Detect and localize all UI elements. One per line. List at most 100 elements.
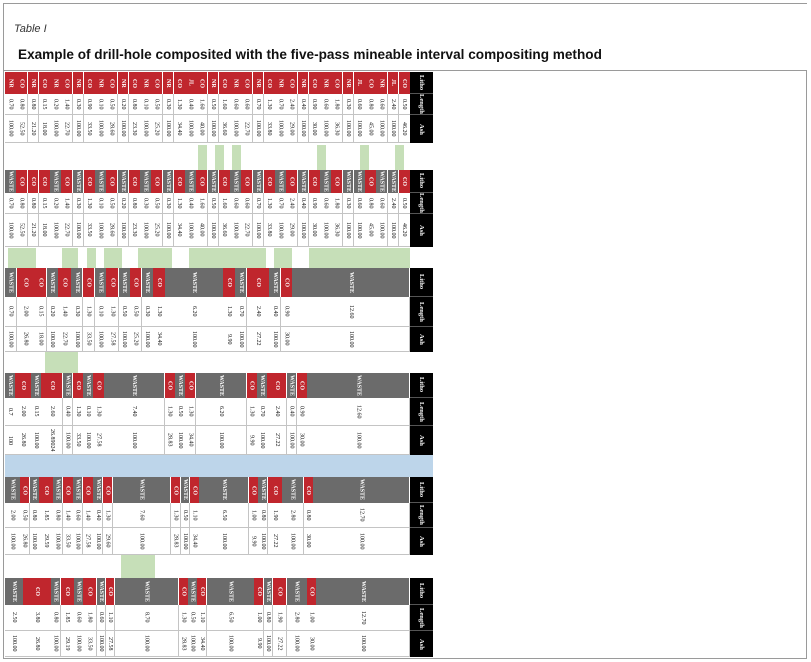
cell-text: WASTE <box>389 170 396 192</box>
litho-cell: WASTE <box>165 268 224 297</box>
cell-text: 0.30 <box>73 306 80 317</box>
ash-cell: 100.00 <box>199 528 250 555</box>
cell-text: 33.50 <box>86 223 93 237</box>
length-cell: 2.40 <box>387 193 400 214</box>
header-label: Length <box>418 301 425 322</box>
ash-cell: 33.50 <box>82 327 96 352</box>
cell-text: 1.40 <box>63 98 70 110</box>
ash-cell: 100.00 <box>112 528 172 555</box>
cell-text: 1.40 <box>84 509 91 521</box>
cell-text: CO <box>85 278 92 287</box>
header-label: Length <box>418 505 425 525</box>
ash-cell: 100.00 <box>230 214 242 247</box>
cell-text: WASTE <box>131 374 138 396</box>
length-cell: 1.30 <box>263 94 276 115</box>
header-ash: Ash <box>410 631 433 657</box>
cell-text: 0.60 <box>75 612 82 623</box>
highlight-gap-5 <box>360 145 369 171</box>
ash-cell: 100.00 <box>31 426 42 455</box>
header-label: Ash <box>418 225 425 236</box>
length-cell: 1.30 <box>72 398 84 426</box>
length-cell: 0.70 <box>5 297 17 327</box>
cell-text: 29.00 <box>288 223 295 237</box>
length-cell: 1.85 <box>39 503 54 528</box>
cell-text: CO <box>276 587 283 596</box>
table-label: Table I <box>14 23 47 35</box>
cell-text: 2.80 <box>293 612 300 623</box>
cell-text: CO <box>63 78 70 88</box>
ash-cell: 100.00 <box>117 115 130 143</box>
ash-cell: 34.40 <box>185 426 197 455</box>
length-cell: 0.10 <box>95 94 107 115</box>
cell-text: 0.20 <box>52 197 59 209</box>
cell-text: 9.90 <box>248 434 255 446</box>
length-cell: 0.50 <box>118 297 131 327</box>
length-cell: 1.60 <box>196 193 208 214</box>
cell-text: CO <box>271 485 278 495</box>
cell-text: 100.00 <box>358 532 365 550</box>
cell-text: WASTE <box>220 479 227 501</box>
cell-text: NR <box>254 78 261 88</box>
cell-text: 0.50 <box>209 98 216 110</box>
cell-text: 0.80 <box>259 509 266 521</box>
ash-cell: 9.90 <box>223 327 236 352</box>
litho-cell: CO <box>241 72 253 94</box>
cell-text: 100.00 <box>254 120 261 137</box>
cell-text: 100.00 <box>293 635 300 652</box>
cell-text: WASTE <box>52 580 59 602</box>
cell-text: 100.00 <box>176 431 183 449</box>
length-cell: 1.30 <box>83 193 96 214</box>
cell-text: 0.60 <box>97 612 104 623</box>
band-header-column: Litho Length Ash <box>410 170 433 247</box>
cell-text: NR <box>29 78 36 88</box>
length-cell: 0.50 <box>398 94 411 115</box>
litho-cell: CO <box>398 170 411 193</box>
cell-text: WASTE <box>258 374 265 396</box>
cell-text: 100.00 <box>356 120 363 137</box>
cell-text: CO <box>131 177 138 186</box>
length-cell: 0.10 <box>83 398 94 426</box>
length-cell: 1.30 <box>263 193 276 214</box>
litho-cell: CO <box>173 170 186 193</box>
cell-text: 28.60 <box>108 121 115 136</box>
cell-text: 100.00 <box>232 120 239 137</box>
litho-cell: WASTE <box>316 578 411 605</box>
cell-text: 26.80 <box>21 534 28 548</box>
cell-text: NR <box>277 78 284 88</box>
length-cell: 1.60 <box>218 193 231 214</box>
length-cell: 1.00 <box>249 503 259 528</box>
cell-text: WASTE <box>6 374 13 396</box>
cell-text: WASTE <box>189 580 196 602</box>
ash-cell: 100.00 <box>50 115 62 143</box>
length-cell: 0.60 <box>376 94 388 115</box>
cell-text: 0.80 <box>29 197 36 209</box>
ash-cell: 100.00 <box>117 214 130 247</box>
cell-text: CO <box>48 381 55 390</box>
cell-text: 100.00 <box>259 532 266 550</box>
length-cell: 0.50 <box>398 193 411 214</box>
ash-cell: 18.00 <box>38 115 51 143</box>
litho-cell: CO <box>61 72 73 94</box>
cell-text: 0.10 <box>97 306 104 317</box>
ash-cell: 9.90 <box>246 426 258 455</box>
cell-text: 2.00 <box>22 306 29 317</box>
cell-text: NR <box>52 78 59 88</box>
cell-text: 0.70 <box>237 306 244 317</box>
litho-cell: CO <box>164 373 176 398</box>
header-label: Litho <box>418 583 425 599</box>
litho-cell: CO <box>303 477 314 503</box>
cell-text: CO <box>21 485 28 495</box>
cell-text: CO <box>311 177 318 186</box>
ash-cell: 28.83 <box>170 528 182 555</box>
ash-cell: 40.00 <box>196 214 208 247</box>
length-cell: 0.30 <box>342 193 355 214</box>
cell-text: WASTE <box>322 170 329 192</box>
ash-cell: 100.00 <box>206 631 255 657</box>
cell-text: WASTE <box>227 580 234 602</box>
length-cell: 0.60 <box>353 193 366 214</box>
length-cell: 0.15 <box>35 297 48 327</box>
ash-cell: 33.50 <box>83 115 96 143</box>
length-cell: 0.15 <box>31 398 42 426</box>
cell-text: 34.40 <box>187 433 194 447</box>
litho-cell: WASTE <box>50 170 62 193</box>
